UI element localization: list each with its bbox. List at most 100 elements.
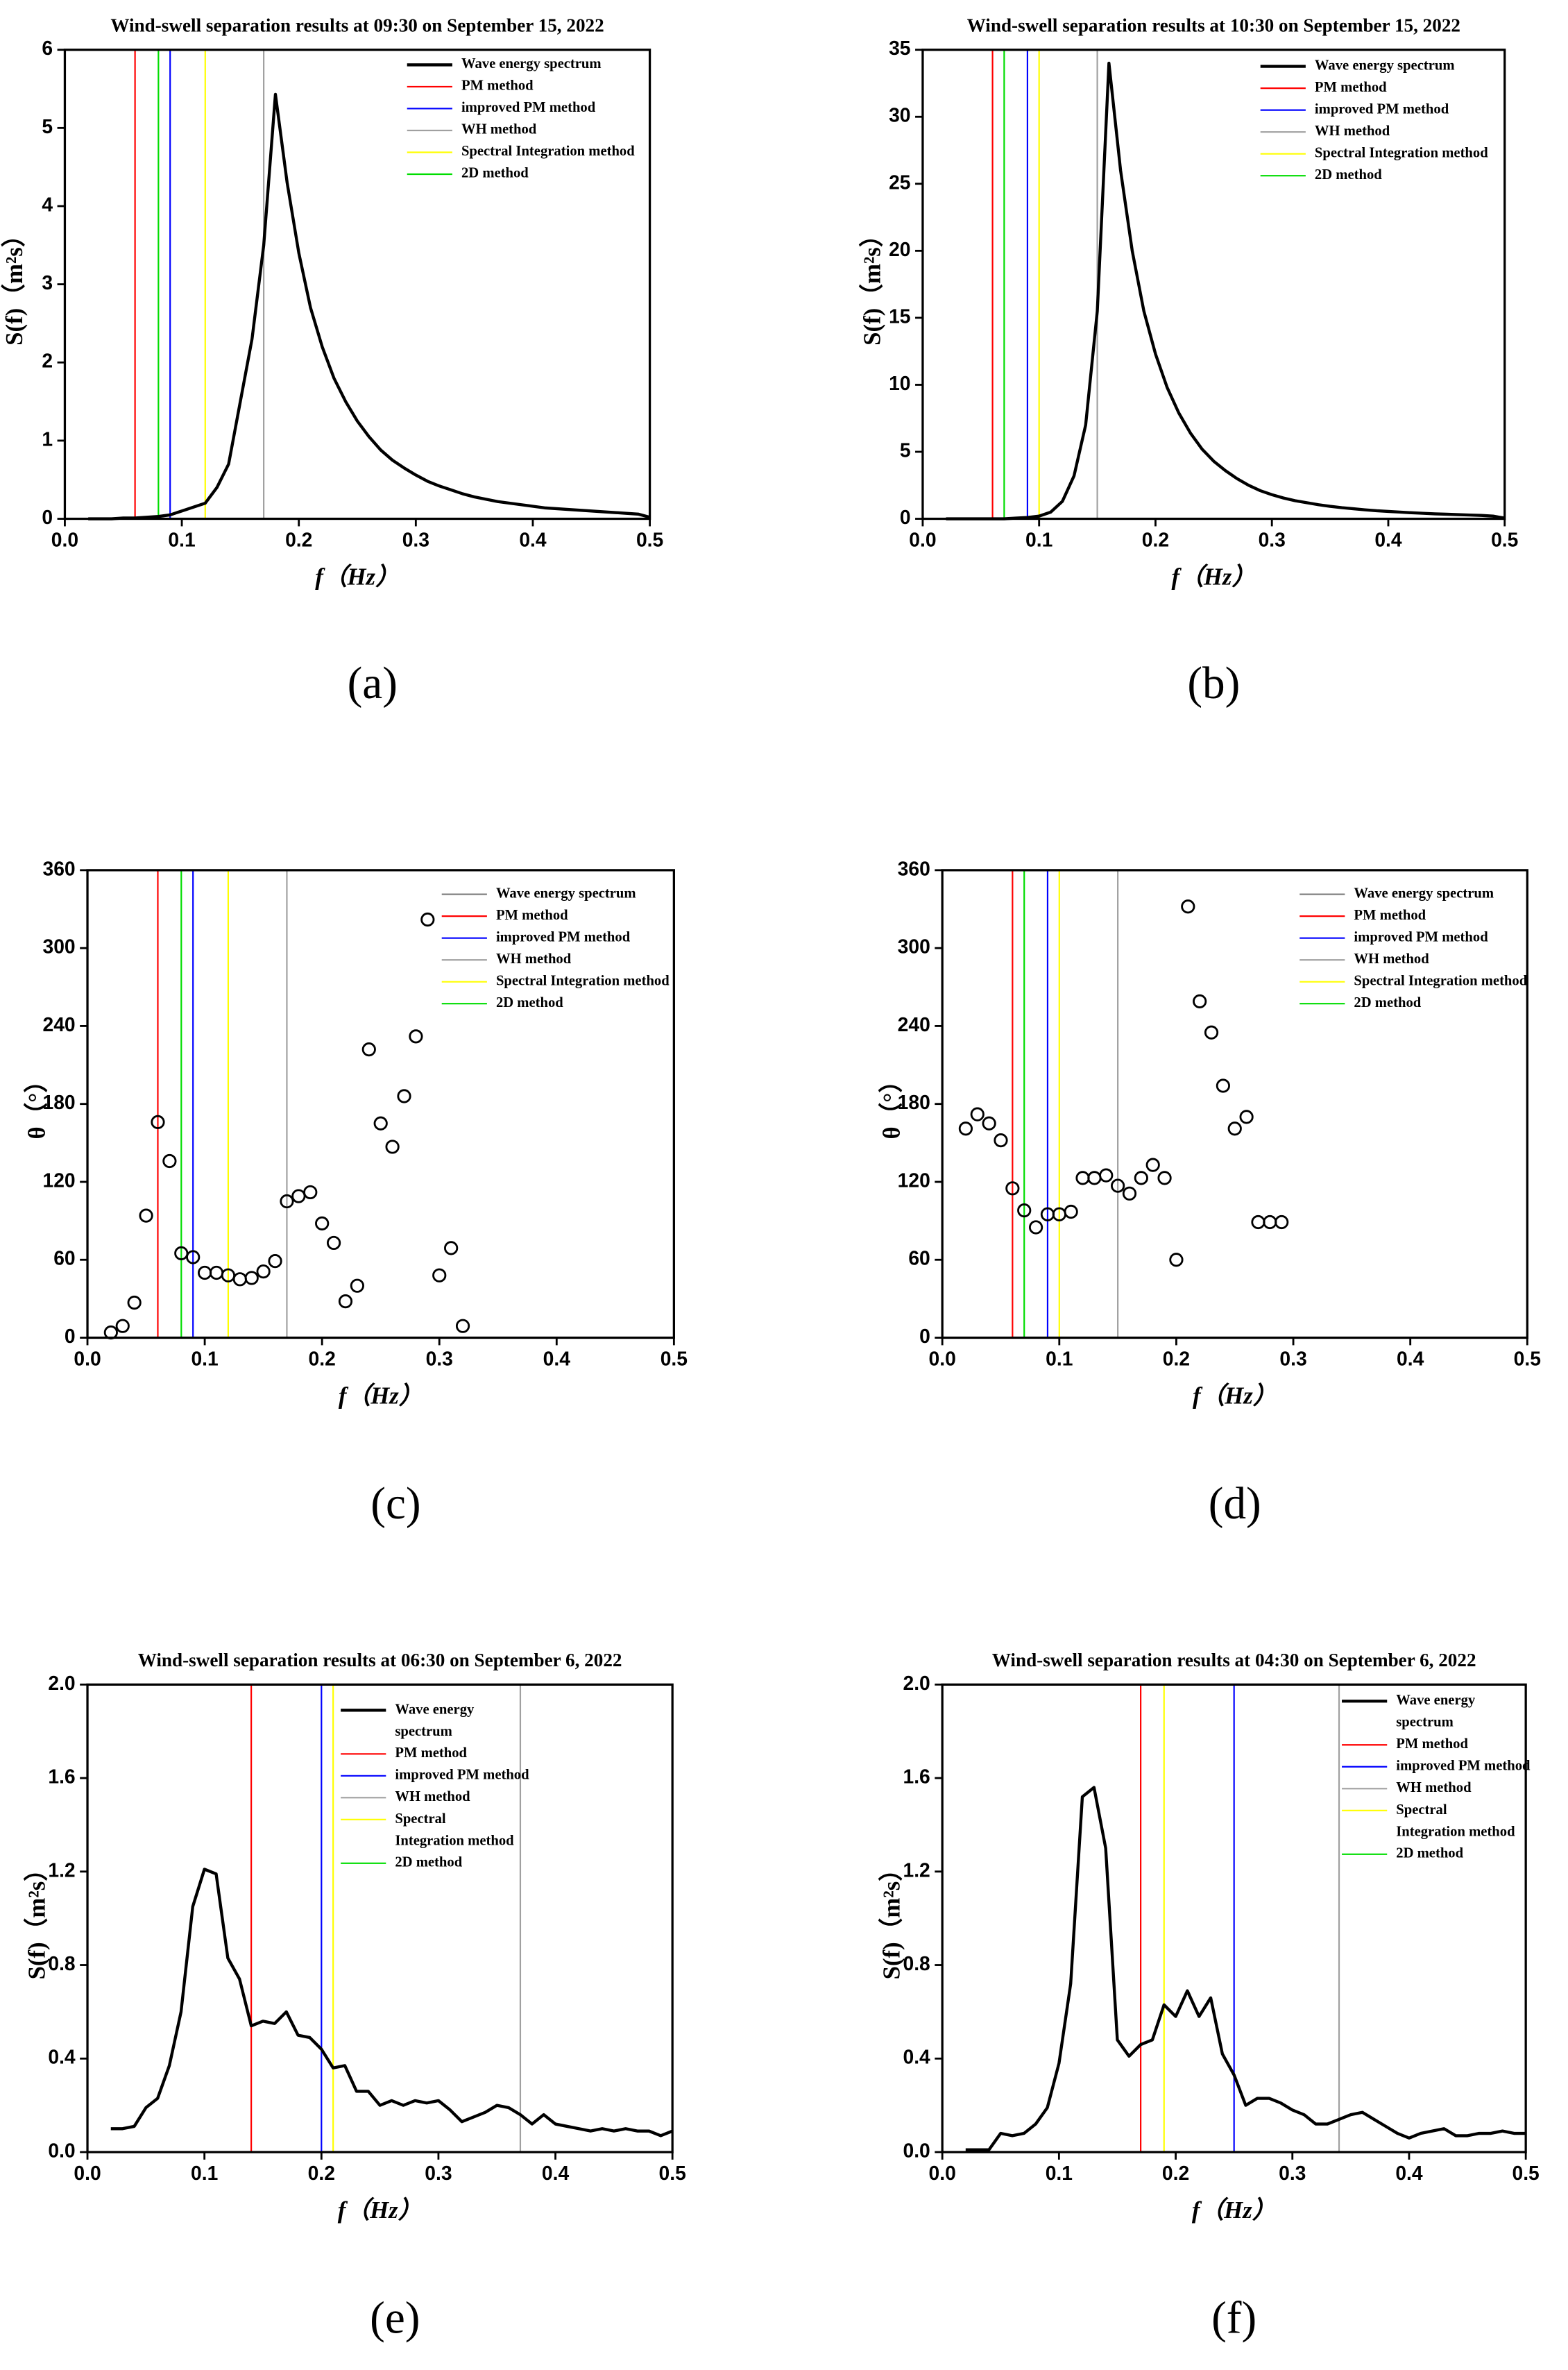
scatter-point — [1263, 1214, 1277, 1230]
y-tick-label: 1.2 — [903, 1859, 930, 1881]
legend-label: WH method — [461, 122, 537, 137]
scatter-point — [1111, 1178, 1125, 1193]
scatter-point — [1227, 1121, 1242, 1136]
x-tick-label: 0.2 — [285, 529, 312, 551]
chart-title: Wind-swell separation results at 06:30 o… — [138, 1650, 622, 1670]
panel-label: (c) — [370, 1479, 420, 1529]
x-tick-label: 0.4 — [1374, 529, 1402, 551]
legend-label: 2D method — [395, 1855, 462, 1870]
x-tick-label: 0.2 — [1162, 2162, 1189, 2184]
legend-label: PM method — [1354, 908, 1426, 923]
y-axis-label: S(f)（m²s） — [1, 223, 28, 345]
y-tick-label: 120 — [898, 1169, 930, 1191]
scatter-point — [197, 1265, 212, 1280]
legend-label: Wave energy spectrum — [461, 56, 602, 71]
scatter-point — [1204, 1025, 1219, 1040]
y-tick-label: 35 — [889, 37, 910, 59]
scatter-point — [1099, 1168, 1114, 1183]
x-axis-label: f（Hz） — [315, 563, 400, 590]
scatter-point — [1251, 1214, 1266, 1230]
plot-frame — [941, 1683, 1527, 2153]
panel: 0.0 0.1 0.2 0.3 0.4 0.5 0 5 10 15 20 25 30 35 Wind-swe… — [858, 15, 1518, 709]
scatter-point — [432, 1268, 447, 1283]
panel-label: (e) — [370, 2293, 420, 2343]
panel: 0.0 0.1 0.2 0.3 0.4 0.5 0 60 120 180 240 300 360 f（Hz… — [878, 857, 1541, 1529]
scatter-point — [1028, 1220, 1043, 1235]
x-axis-label: f（Hz） — [1172, 563, 1256, 590]
panel: 0.0 0.1 0.2 0.3 0.4 0.5 0.0 0.4 0.8 1.2 1.6 2.0 Wind… — [878, 1650, 1540, 2344]
scatter-point — [1193, 994, 1207, 1008]
x-tick-label: 0.1 — [1046, 2162, 1073, 2184]
y-tick-label: 0.0 — [48, 2139, 75, 2161]
scatter-point — [1275, 1214, 1289, 1230]
scatter-point — [291, 1189, 306, 1203]
scatter-point — [970, 1107, 985, 1121]
chart-title: Wind-swell separation results at 09:30 o… — [110, 15, 604, 35]
y-tick-label: 240 — [43, 1013, 76, 1035]
y-tick-label: 300 — [43, 936, 76, 958]
scatter-point — [1005, 1181, 1020, 1196]
scatter-point — [982, 1116, 996, 1131]
scatter-point — [455, 1319, 470, 1333]
scatter-point — [444, 1241, 459, 1255]
panel: 0.0 0.1 0.2 0.3 0.4 0.5 0.0 0.4 0.8 1.2 1.6 2.0 Wind… — [23, 1650, 685, 2344]
scatter-point — [209, 1265, 224, 1280]
y-tick-label: 4 — [42, 193, 53, 215]
y-tick-label: 3 — [42, 271, 53, 294]
y-tick-label: 2.0 — [903, 1672, 930, 1694]
y-tick-label: 1 — [42, 428, 53, 450]
legend-label: 2D method — [1396, 1846, 1463, 1861]
plot-frame — [86, 1683, 674, 2153]
x-axis-label: f（Hz） — [338, 2197, 423, 2224]
panel-label: (f) — [1211, 2293, 1256, 2343]
x-tick-label: 0.2 — [1163, 1348, 1190, 1370]
x-tick-label: 0.5 — [636, 529, 663, 551]
y-tick-label: 5 — [900, 439, 911, 461]
y-tick-label: 0 — [65, 1325, 76, 1347]
x-tick-label: 0.0 — [929, 2162, 956, 2184]
chart-title: Wind-swell separation results at 10:30 o… — [967, 15, 1460, 35]
x-tick-label: 0.1 — [1025, 529, 1053, 551]
legend-label: PM method — [461, 78, 534, 94]
scatter-point — [162, 1153, 177, 1169]
legend-label: improved PM method — [1315, 101, 1449, 117]
y-tick-label: 0.8 — [48, 1952, 75, 1974]
scatter-point — [268, 1254, 282, 1269]
legend-label: 2D method — [461, 166, 529, 181]
legend-label: 2D method — [1315, 167, 1382, 183]
legend-label: 2D method — [1354, 995, 1421, 1010]
scatter-point — [397, 1089, 411, 1103]
y-tick-label: 0 — [42, 506, 53, 528]
scatter-point — [361, 1042, 376, 1057]
legend-label: improved PM method — [1354, 929, 1488, 945]
x-tick-label: 0.3 — [1259, 529, 1286, 551]
y-tick-label: 0.4 — [903, 2046, 931, 2068]
y-tick-label: 6 — [42, 37, 53, 59]
y-tick-label: 0 — [900, 506, 911, 528]
x-tick-label: 0.2 — [309, 1348, 336, 1370]
scatter-point — [385, 1140, 400, 1154]
spectrum-line — [946, 61, 1506, 520]
legend-label: PM method — [395, 1745, 467, 1761]
scatter-point — [1134, 1171, 1148, 1185]
y-tick-label: 1.2 — [48, 1859, 75, 1881]
y-tick-label: 60 — [53, 1247, 75, 1269]
scatter-point — [1087, 1171, 1102, 1185]
x-tick-label: 0.3 — [1279, 1348, 1306, 1370]
legend-label: WH method — [1354, 951, 1429, 967]
plot-frame — [63, 49, 651, 520]
legend-label: WH method — [1396, 1780, 1472, 1795]
legend-label: Wave energy spectrum — [1354, 886, 1494, 901]
x-tick-label: 0.3 — [426, 1348, 453, 1370]
scatter-point — [186, 1250, 201, 1264]
scatter-point — [151, 1115, 165, 1129]
legend-label: Wave energy spectrum — [1315, 58, 1455, 73]
scatter-point — [1169, 1253, 1184, 1267]
y-tick-label: 360 — [898, 857, 930, 879]
legend-label: improved PM method — [395, 1768, 529, 1783]
spectrum-line — [88, 92, 651, 520]
legend-label: Wave energy spectrum — [395, 1702, 477, 1739]
legend-label: Wave energy spectrum — [496, 886, 636, 901]
legend-label: Spectral Integration method — [461, 144, 635, 159]
